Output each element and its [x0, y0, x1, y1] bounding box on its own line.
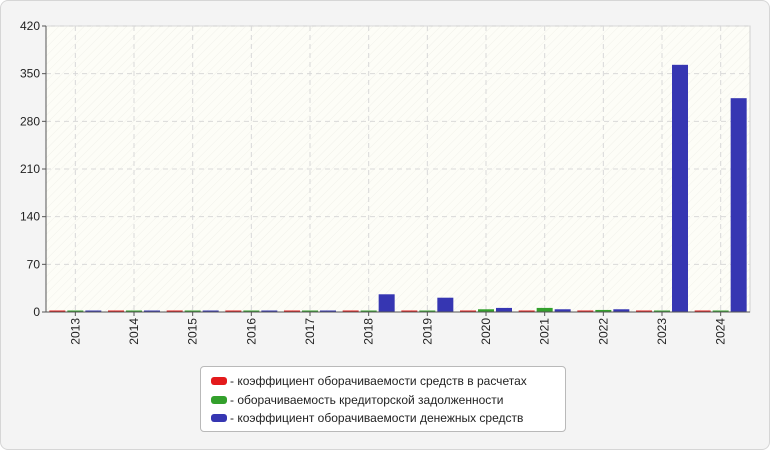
bar-2023-series-1	[636, 310, 652, 312]
bar-2019-series-2	[419, 310, 436, 312]
bar-2019-series-3	[437, 297, 454, 312]
bar-2017-series-2	[302, 310, 318, 312]
bar-2024-series-1	[694, 310, 711, 312]
bar-2020-series-1	[460, 310, 476, 312]
bar-2024-series-3	[730, 98, 747, 312]
x-tick-label: 2019	[420, 318, 434, 345]
legend-item-payables: - оборачиваемость кредиторской задолженн…	[211, 391, 565, 410]
legend-item-receivables: - коэффициент оборачиваемости средств в …	[211, 372, 565, 391]
x-tick-label: 2014	[127, 318, 141, 345]
legend-swatch-green	[211, 395, 227, 404]
bar-2020-series-2	[478, 309, 494, 312]
bar-2021-series-1	[518, 310, 535, 312]
bar-2022-series-1	[577, 310, 594, 312]
x-tick-label: 2022	[596, 318, 610, 345]
x-tick-label: 2015	[186, 318, 200, 345]
x-tick-label: 2018	[362, 318, 376, 345]
y-tick-label: 140	[20, 210, 40, 224]
bar-2018-series-2	[360, 310, 377, 312]
grid-lines	[46, 25, 750, 312]
x-tick-label: 2016	[244, 318, 258, 345]
bar-2024-series-2	[712, 310, 729, 312]
legend-swatch-blue	[211, 414, 227, 423]
bar-2013-series-1	[49, 310, 66, 312]
bar-2019-series-1	[401, 310, 418, 312]
legend-item-cash: - коэффициент оборачиваемости денежных с…	[211, 409, 565, 428]
axes: 0 70 140 210 280 350 420 2013 2014 2015 2016 2017 20…	[20, 19, 750, 345]
y-tick-label: 350	[20, 67, 40, 81]
bar-2021-series-3	[554, 309, 571, 312]
bar-2015-series-3	[202, 310, 219, 312]
bar-2016-series-1	[225, 310, 242, 312]
bar-2021-series-2	[536, 307, 553, 312]
legend-label: - оборачиваемость кредиторской задолженн…	[230, 392, 504, 407]
bar-2016-series-3	[261, 310, 278, 312]
bar-2023-series-3	[672, 64, 688, 312]
bar-2015-series-2	[184, 310, 201, 312]
y-tick-label: 70	[27, 257, 41, 271]
bar-2017-series-1	[284, 310, 300, 312]
bar-chart: 0 70 140 210 280 350 420 2013 2014 2015 2016 2017 20…	[20, 19, 751, 345]
bar-2023-series-2	[654, 310, 670, 312]
bar-2018-series-3	[378, 294, 395, 312]
bar-2015-series-1	[166, 310, 183, 312]
y-tick-label: 420	[20, 19, 40, 33]
bar-2016-series-2	[243, 310, 260, 312]
y-tick-label: 280	[20, 114, 40, 128]
legend-label: - коэффициент оборачиваемости средств в …	[230, 374, 527, 389]
bar-2013-series-2	[67, 310, 84, 312]
legend: - коэффициент оборачиваемости средств в …	[200, 366, 566, 432]
bar-2018-series-1	[342, 310, 359, 312]
bar-2013-series-3	[85, 310, 102, 312]
y-tick-label: 210	[20, 162, 40, 176]
legend-label: - коэффициент оборачиваемости денежных с…	[230, 411, 524, 426]
y-tick-label: 0	[33, 305, 40, 319]
bar-2017-series-3	[320, 310, 336, 312]
x-tick-label: 2020	[479, 318, 493, 345]
x-tick-label: 2023	[655, 318, 669, 345]
x-tick-label: 2013	[68, 318, 82, 345]
bar-2022-series-2	[595, 309, 612, 312]
bar-2020-series-3	[496, 307, 512, 312]
x-tick-label: 2017	[303, 318, 317, 345]
x-tick-label: 2021	[538, 318, 552, 345]
x-tick-label: 2024	[714, 318, 728, 345]
bar-2014-series-3	[144, 310, 160, 312]
bars	[49, 64, 747, 312]
bar-2014-series-2	[126, 310, 142, 312]
bar-2014-series-1	[108, 310, 124, 312]
bar-2022-series-3	[613, 309, 630, 312]
legend-swatch-red	[211, 377, 227, 386]
